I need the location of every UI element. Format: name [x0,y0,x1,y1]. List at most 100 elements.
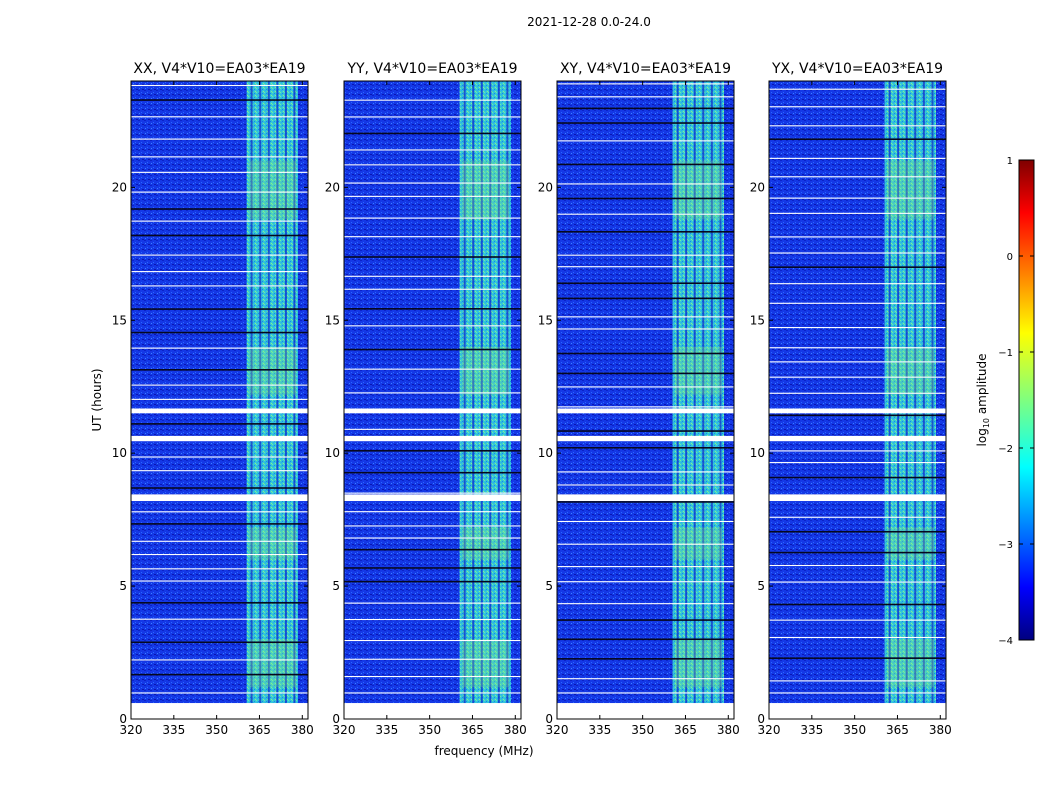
flag-line [769,361,946,363]
dropout-line [557,501,734,503]
dropout-line [557,282,734,285]
colorbar-tick-label: 0 [1007,252,1013,263]
dropout-line [344,580,521,583]
x-tick-label: 335 [588,723,611,737]
flag-line [769,347,946,349]
flag-line [344,675,521,678]
band-stripe [267,81,270,719]
x-tick-label: 335 [800,723,823,737]
flag-line [557,543,734,545]
flag-line [769,283,946,285]
y-tick-label: 0 [545,712,553,726]
dropout-line [769,551,946,554]
flag-line [769,516,946,518]
flagged-gap [131,408,308,414]
flag-line [131,191,308,193]
y-tick-label: 0 [757,712,765,726]
flag-line [769,106,946,108]
flag-line [344,525,521,527]
dropout-line [557,197,734,200]
flag-line [769,581,946,583]
x-tick-label: 320 [333,723,356,737]
dropout-line [557,352,734,355]
band-stripe [293,81,296,719]
panel-title: YY, V4*V10=EA03*EA19 [346,61,517,77]
dropout-line [131,641,308,644]
flag-line [769,376,946,378]
flag-line [344,182,521,184]
band-hotspot [886,160,935,220]
band-stripe [914,81,917,719]
x-tick-label: 350 [843,723,866,737]
x-tick-label: 380 [717,723,740,737]
dropout-line [557,619,734,621]
x-axis-label: frequency (MHz) [434,744,533,758]
flagged-gap [131,494,308,502]
band-stripe [905,81,908,719]
dropout-line [344,256,521,258]
flag-line [344,692,521,694]
panel-3: XY, V4*V10=EA03*EA19 320 335 350 365 380 0 5 10 1… [538,61,740,737]
dropout-line [344,567,521,569]
panel-frame [556,80,735,720]
flag-line [769,462,946,464]
flag-line [769,212,946,214]
band-stripe [693,81,696,719]
flag-line [344,275,521,277]
flag-line [344,658,521,660]
dropout-line [557,107,734,110]
dropout-line [557,658,734,660]
flag-line [769,392,946,394]
flag-line [131,285,308,287]
flag-line [131,398,308,400]
flag-line [344,428,521,430]
flag-line [557,581,734,583]
flag-line [557,603,734,605]
y-tick-label: 10 [112,446,127,460]
flag-line [769,252,946,254]
colorbar-tick-label: −2 [998,444,1013,455]
flag-line [557,140,734,142]
flagged-gap [769,703,946,719]
dropout-line [131,673,308,676]
flag-line [769,450,946,452]
figure-suptitle: 2021-12-28 0.0-24.0 [527,15,651,29]
x-tick-label: 380 [504,723,527,737]
colorbar-tick-label: 1 [1007,156,1013,167]
y-tick-label: 5 [332,579,340,593]
colorbar-tick-label: −4 [998,636,1013,647]
flag-line [344,288,521,290]
panel-title: XX, V4*V10=EA03*EA19 [133,61,305,77]
dropout-line [557,638,734,641]
flagged-gap [344,435,521,442]
dropout-line [769,603,946,606]
flag-line [131,540,308,542]
dropout-line [769,657,946,659]
flag-line [344,492,521,494]
colorbar-gradient [1018,159,1035,641]
y-tick-label: 20 [538,180,553,194]
colorbar-label-main: log [975,428,989,446]
y-tick-label: 15 [538,313,553,327]
flag-line [344,325,521,327]
flag-line [557,520,734,523]
band-stripe [676,81,679,719]
dropout-line [769,476,946,479]
y-tick-label: 15 [750,313,765,327]
y-tick-label: 0 [332,712,340,726]
x-tick-label: 350 [205,723,228,737]
dropout-line [769,266,946,268]
flagged-gap [344,408,521,414]
panel-title: YX, V4*V10=EA03*EA19 [771,61,943,77]
y-tick-label: 5 [119,579,127,593]
flag-line [131,580,308,582]
dropout-line [344,449,521,452]
flag-line [344,149,521,151]
dropout-line [557,163,734,166]
dropout-line [769,530,946,533]
band-hotspot [461,346,510,395]
flag-line [557,328,734,330]
flag-line [557,266,734,268]
flag-line [557,254,734,256]
dropout-line [131,602,308,604]
